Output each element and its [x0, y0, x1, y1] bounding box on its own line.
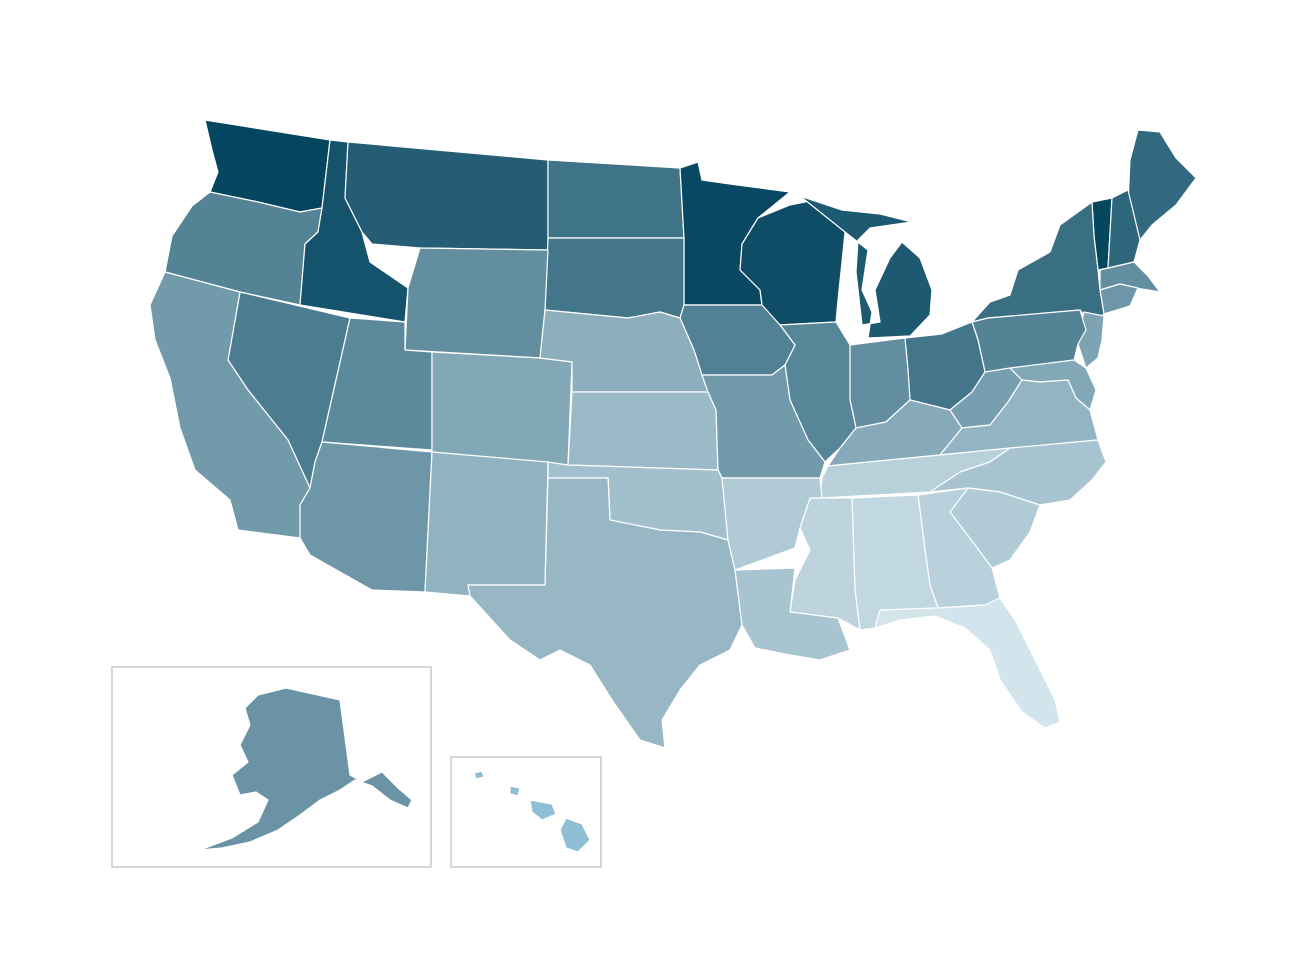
- state-new-mexico: [424, 451, 549, 597]
- state-michigan: [799, 195, 933, 339]
- state-california: [149, 271, 311, 539]
- state-kansas: [567, 391, 719, 471]
- state-north-dakota: [547, 159, 685, 239]
- alaska-inset-frame: [111, 666, 432, 868]
- state-new-hampshire: [1107, 189, 1141, 269]
- state-florida: [874, 597, 1061, 729]
- state-south-dakota: [544, 237, 685, 319]
- hawaii-inset-frame: [450, 756, 602, 868]
- state-virginia: [939, 379, 1099, 456]
- state-montana: [344, 141, 549, 251]
- contiguous-states: [149, 119, 1197, 749]
- state-texas: [467, 477, 743, 749]
- state-new-york: [971, 201, 1105, 325]
- state-missouri: [701, 364, 826, 479]
- state-colorado: [431, 351, 573, 466]
- state-hawaii-molokai-maui: [529, 799, 557, 821]
- alaska-inset: [111, 666, 432, 868]
- state-wyoming: [404, 247, 549, 359]
- state-maine: [1127, 129, 1197, 241]
- hawaii-inset: [450, 756, 602, 868]
- state-louisiana: [734, 567, 851, 661]
- state-arizona: [299, 441, 433, 593]
- state-hawaii-big-island: [559, 817, 591, 853]
- state-hawaii-oahu: [509, 785, 521, 797]
- state-hawaii-kauai: [473, 770, 485, 780]
- state-connecticut: [1099, 283, 1139, 315]
- state-arkansas: [721, 477, 823, 571]
- state-alaska: [199, 687, 413, 851]
